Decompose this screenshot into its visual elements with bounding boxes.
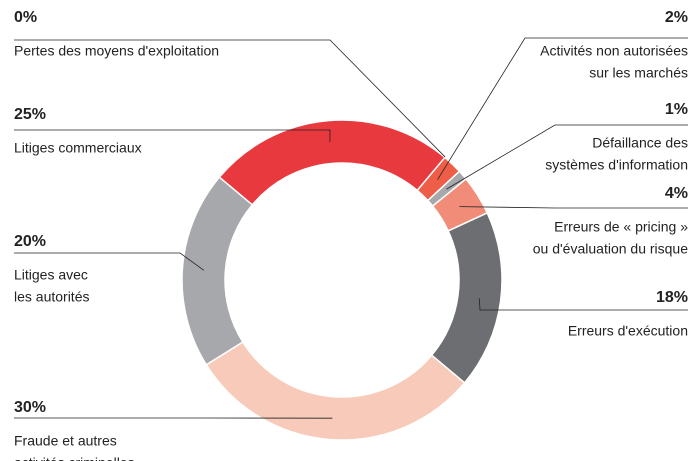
category-label: Litiges avec: [14, 267, 88, 283]
donut-segment: [430, 211, 503, 384]
category-label: Défaillance des: [592, 135, 688, 151]
category-label: activités criminelles: [14, 455, 135, 461]
category-label: Litiges commerciaux: [14, 140, 142, 156]
category-label: Pertes des moyens d'exploitation: [14, 43, 219, 59]
category-label: Erreurs d'exécution: [568, 323, 688, 339]
value-label: 2%: [665, 9, 688, 26]
donut-segment: [181, 176, 254, 366]
leader-line: [14, 129, 331, 143]
category-label: Activités non autorisées: [540, 43, 688, 59]
category-label: sur les marchés: [589, 65, 688, 81]
leader-line: [437, 37, 688, 180]
value-label: 20%: [14, 233, 46, 250]
category-label: ou d'évaluation du risque: [533, 241, 688, 257]
value-label: 0%: [14, 9, 37, 26]
donut-segment: [218, 119, 446, 206]
leader-line: [14, 252, 205, 271]
value-label: 1%: [665, 101, 688, 118]
category-label: Erreurs de « pricing »: [554, 219, 688, 235]
value-label: 30%: [14, 399, 46, 416]
category-label: les autorités: [14, 289, 89, 305]
leader-line: [478, 298, 688, 311]
category-label: systèmes d'information: [545, 157, 688, 173]
value-label: 18%: [656, 289, 688, 306]
value-label: 25%: [14, 106, 46, 123]
leader-line: [14, 39, 446, 158]
leader-line: [446, 124, 688, 190]
category-label: Fraude et autres: [14, 433, 117, 449]
donut-segment: [205, 340, 466, 441]
leader-line: [459, 206, 688, 209]
value-label: 4%: [665, 185, 688, 202]
